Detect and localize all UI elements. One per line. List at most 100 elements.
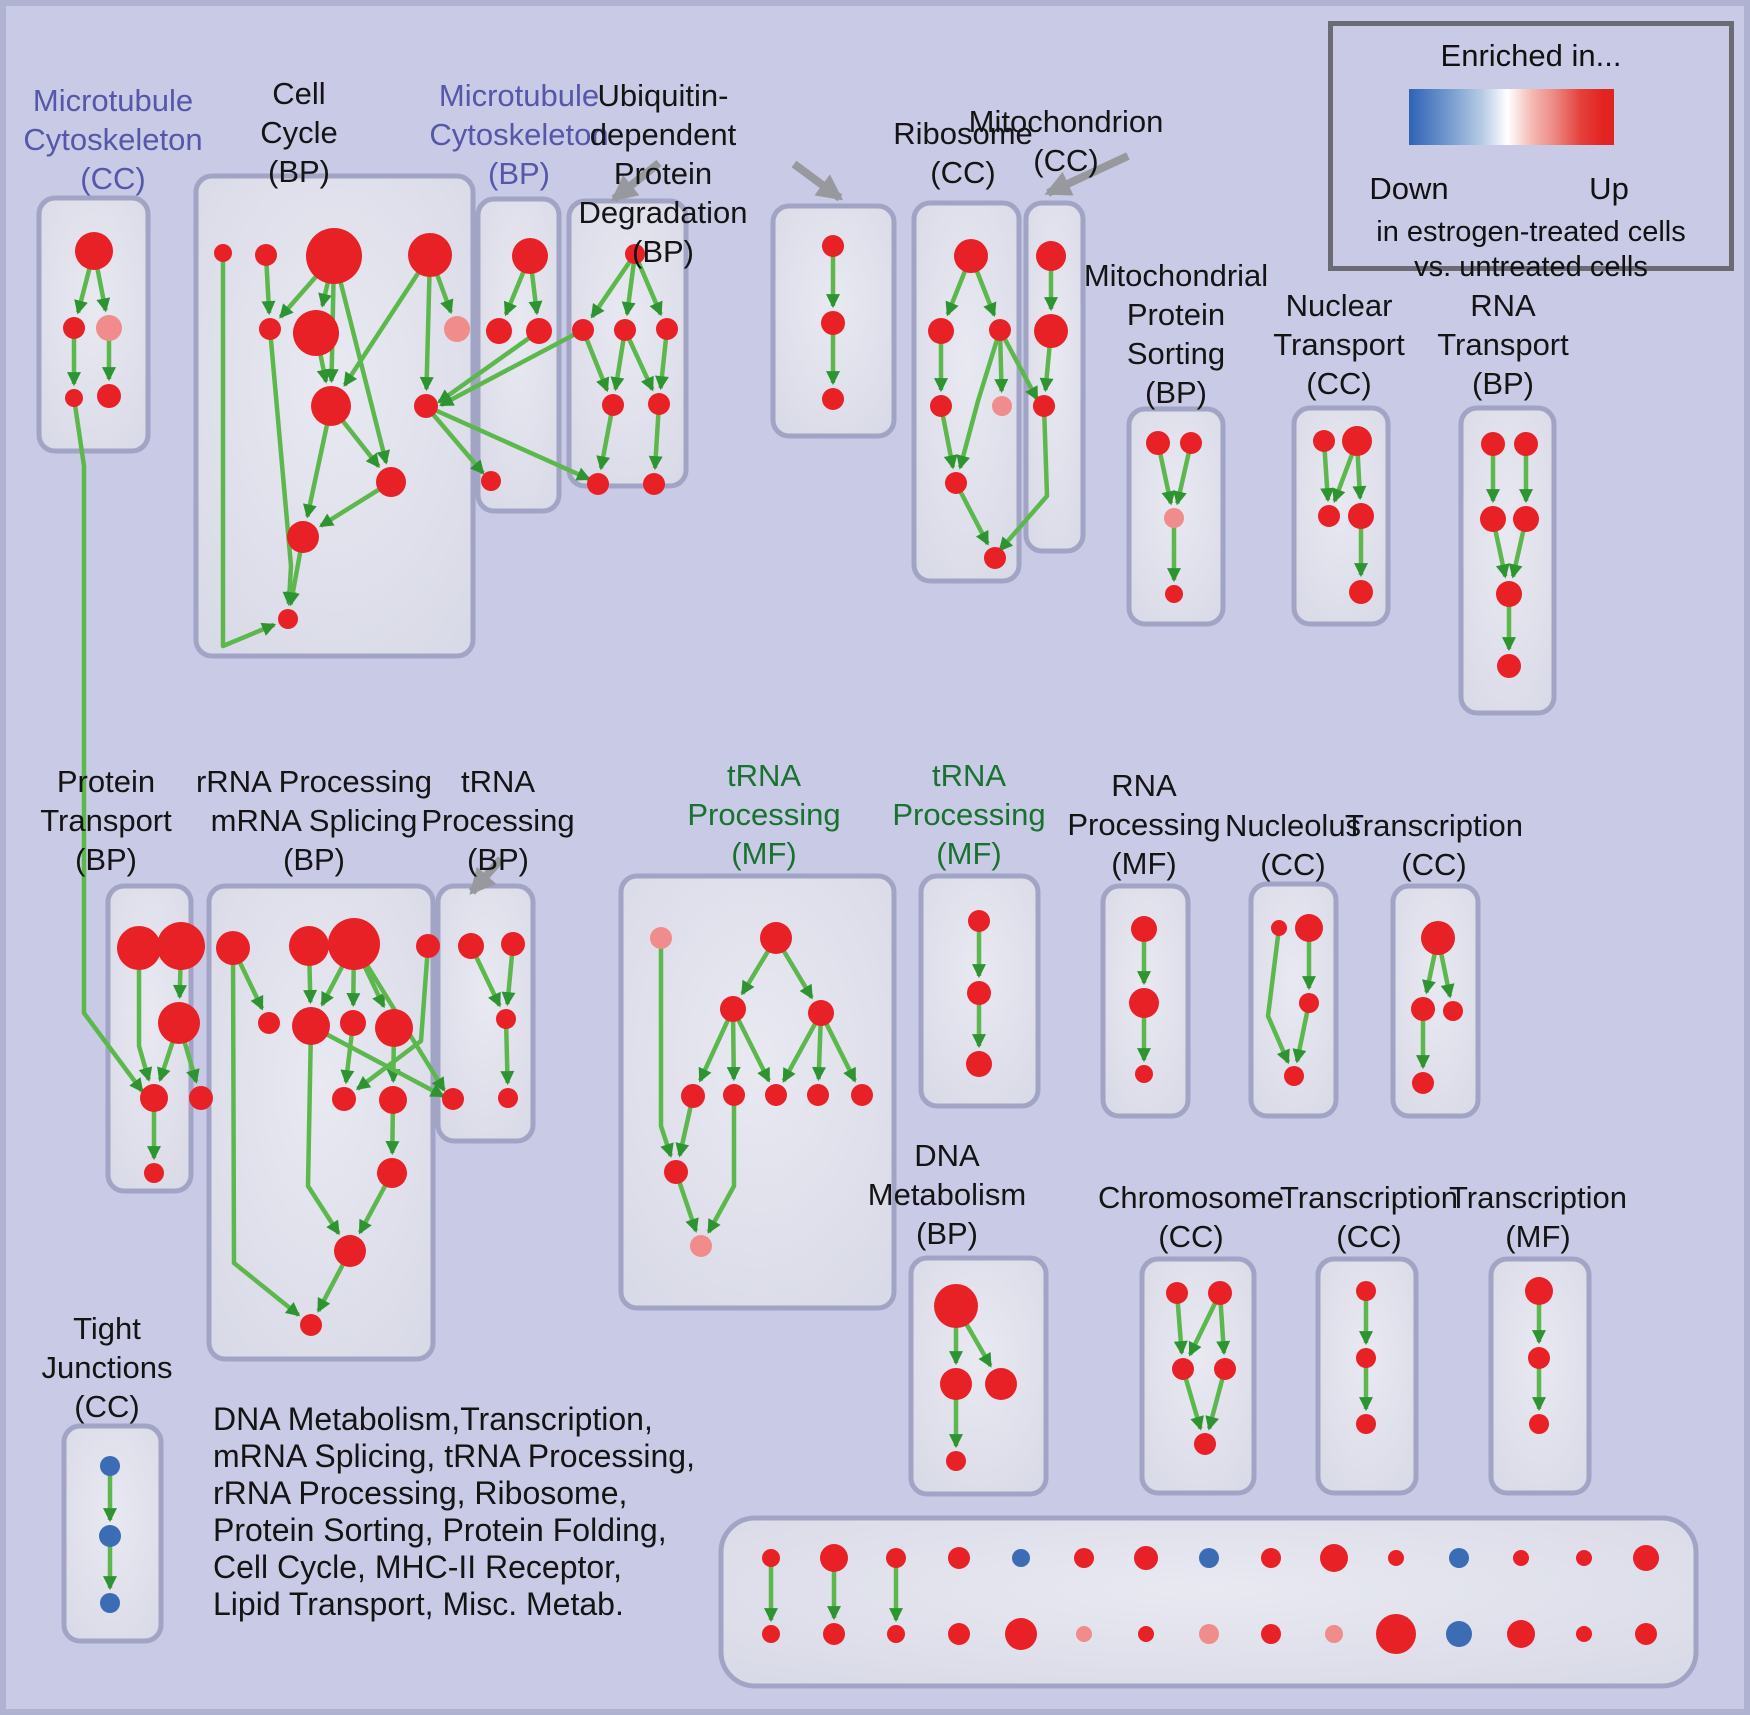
- dna-metabolism-bp-label-line: (BP): [916, 1216, 978, 1251]
- edge: [468, 856, 505, 895]
- go-term-node: [1528, 1347, 1550, 1369]
- go-term-node: [1576, 1626, 1592, 1642]
- go-term-node: [1165, 585, 1183, 603]
- network-diagram: [36, 152, 1699, 1689]
- edge: [424, 404, 485, 475]
- legend-up-label: Up: [1589, 171, 1629, 206]
- go-term-node: [97, 384, 121, 408]
- go-term-node: [625, 244, 645, 264]
- go-term-node: [1421, 921, 1455, 955]
- go-term-node: [189, 1086, 213, 1110]
- protein-transport-bp-label-line: Protein: [56, 764, 156, 799]
- go-term-node: [1513, 1550, 1529, 1566]
- go-term-node: [216, 931, 250, 965]
- go-term-node: [681, 1084, 705, 1108]
- transcription-mf-label-line: Transcription: [1448, 1180, 1628, 1215]
- ubiquitin-degradation-bp-label-line: Degradation: [578, 195, 748, 230]
- cell-cycle-bp-label-line: Cycle: [260, 115, 338, 150]
- go-term-node: [306, 228, 362, 284]
- rna-transport-bp-label-line: RNA: [1470, 288, 1536, 323]
- nuclear-transport-cc-label-line: Nuclear: [1285, 288, 1393, 323]
- go-term-node: [762, 1625, 780, 1643]
- go-term-node: [930, 395, 952, 417]
- go-term-node: [287, 521, 319, 553]
- tight-junctions-cc-label-line: Tight: [73, 1311, 141, 1346]
- edge: [658, 938, 674, 1158]
- edge: [954, 481, 990, 546]
- rna-processing-mf-label-line: RNA: [1111, 768, 1177, 803]
- go-term-node: [968, 910, 990, 932]
- trna-processing-mf-2-label-line: (MF): [936, 836, 1002, 871]
- edge: [730, 1007, 771, 1083]
- go-term-node: [63, 317, 85, 339]
- go-term-node: [144, 1163, 164, 1183]
- go-term-node: [1076, 1626, 1092, 1642]
- go-term-node: [1356, 1414, 1376, 1434]
- microtubule-cytoskeleton-bp-label-line: (BP): [488, 156, 550, 191]
- tight-junctions-cc-label-line: Junctions: [41, 1350, 173, 1385]
- go-term-node: [984, 547, 1006, 569]
- trna-processing-bp-label-line: Processing: [421, 803, 575, 838]
- transcription-cc-mid-label-line: Transcription: [1344, 808, 1524, 843]
- go-term-node: [444, 316, 470, 342]
- go-term-node: [822, 235, 844, 257]
- go-term-node: [1295, 914, 1323, 942]
- go-term-node: [1514, 432, 1538, 456]
- transcription-cc-mid-box: [1390, 883, 1481, 1119]
- go-term-node: [650, 927, 672, 949]
- microtubule-cytoskeleton-cc-label-line: Cytoskeleton: [23, 122, 203, 157]
- dna-metabolism-bp-label-line: Metabolism: [867, 1177, 1027, 1212]
- go-term-node: [379, 1086, 407, 1114]
- edge: [425, 403, 591, 482]
- go-term-node: [966, 1051, 992, 1077]
- go-term-node: [255, 244, 277, 266]
- go-term-node: [720, 996, 746, 1022]
- go-term-node: [648, 393, 670, 415]
- microtubule-cytoskeleton-bp-box: [475, 196, 562, 514]
- chromosome-cc-label-line: (CC): [1158, 1219, 1224, 1254]
- rna-processing-mf-label-line: (MF): [1111, 846, 1177, 881]
- microtubule-cytoskeleton-cc-box: [36, 195, 151, 454]
- trna-processing-mf-1-label-line: (MF): [731, 836, 797, 871]
- go-term-node: [496, 1009, 516, 1029]
- go-term-node: [690, 1235, 712, 1257]
- go-term-node: [1134, 1546, 1158, 1570]
- go-term-node: [300, 1314, 322, 1336]
- go-term-node: [498, 1088, 518, 1108]
- go-term-node: [1299, 993, 1319, 1013]
- go-term-node: [292, 1007, 330, 1045]
- rna-processing-mf-label-line: Processing: [1067, 807, 1221, 842]
- edge: [590, 252, 637, 319]
- transcription-cc-bottom-label-line: (CC): [1336, 1219, 1402, 1254]
- layer-nodes: [63, 228, 1659, 1654]
- go-term-node: [340, 1010, 366, 1036]
- edge: [791, 160, 844, 202]
- go-term-node: [414, 394, 438, 418]
- rrna-processing-mrna-splicing-bp-label-line: (BP): [283, 842, 345, 877]
- go-term-node: [1507, 1620, 1535, 1648]
- microtubule-cytoskeleton-cc-label-line: Microtubule: [32, 83, 194, 118]
- trna-processing-bp-label-line: tRNA: [460, 764, 536, 799]
- go-term-node: [1194, 1433, 1216, 1455]
- misc-cluster-box: [718, 1515, 1699, 1689]
- go-term-node: [820, 1544, 848, 1572]
- go-term-node: [886, 1548, 906, 1568]
- trna-processing-mf-1-label-line: Processing: [687, 797, 841, 832]
- go-term-node: [1214, 1358, 1236, 1380]
- go-term-node: [501, 932, 525, 956]
- go-term-node: [1166, 1282, 1188, 1304]
- go-term-node: [1376, 1614, 1416, 1654]
- go-term-node: [65, 389, 83, 407]
- go-term-node: [1633, 1545, 1659, 1571]
- go-term-node: [377, 1158, 407, 1188]
- mitochondrial-protein-sorting-bp-label-line: (BP): [1145, 375, 1207, 410]
- microtubule-cytoskeleton-cc-label-line: (CC): [80, 161, 146, 196]
- edge: [610, 159, 662, 203]
- ribosome-cc-box: [911, 200, 1022, 584]
- go-term-node: [1356, 1281, 1376, 1301]
- go-term-node: [1033, 395, 1055, 417]
- go-term-node: [1271, 920, 1287, 936]
- go-term-node: [442, 1088, 464, 1110]
- protein-transport-bp-label-line: Transport: [40, 803, 172, 838]
- go-term-node: [760, 922, 792, 954]
